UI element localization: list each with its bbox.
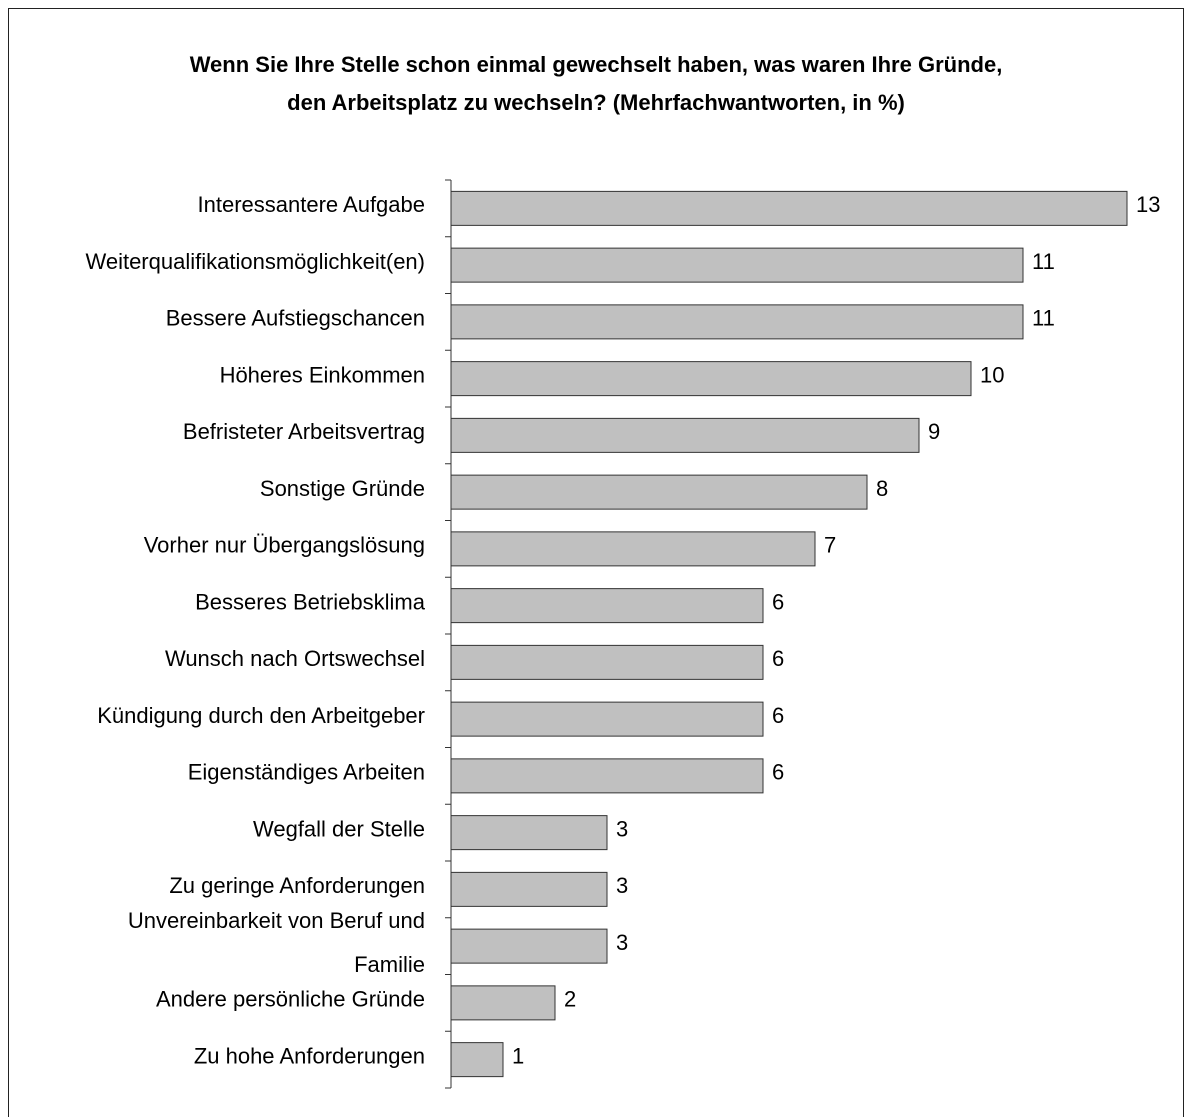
category-label: Unvereinbarkeit von Beruf und (128, 908, 425, 933)
category-label: Zu hohe Anforderungen (194, 1043, 425, 1068)
data-label: 6 (772, 589, 784, 614)
bar (450, 815, 608, 851)
bar (450, 361, 972, 397)
data-label: 11 (1032, 249, 1055, 274)
bar (450, 588, 764, 624)
category-label: Wegfall der Stelle (253, 816, 425, 841)
data-label: 3 (616, 930, 628, 955)
data-label: 9 (928, 419, 940, 444)
data-label: 3 (616, 873, 628, 898)
data-label: 6 (772, 703, 784, 728)
category-label: Kündigung durch den Arbeitgeber (97, 703, 425, 728)
category-label: Familie (354, 952, 425, 977)
bar (450, 644, 764, 680)
data-label: 13 (1136, 192, 1160, 217)
category-label: Höheres Einkommen (220, 362, 425, 387)
chart-title: Wenn Sie Ihre Stelle schon einmal gewech… (0, 46, 1192, 122)
bar (450, 985, 556, 1021)
data-label: 6 (772, 760, 784, 785)
category-label: Sonstige Gründe (260, 476, 425, 501)
category-label: Bessere Aufstiegschancen (166, 306, 425, 331)
bar (450, 928, 608, 964)
bar (450, 1042, 504, 1078)
bar (450, 871, 608, 907)
bar (450, 758, 764, 794)
category-label: Weiterqualifikationsmöglichkeit(en) (85, 249, 425, 274)
category-label: Andere persönliche Gründe (156, 987, 425, 1012)
bar (450, 247, 1024, 283)
bar (450, 531, 816, 567)
data-label: 1 (512, 1043, 524, 1068)
bar (450, 417, 920, 453)
bar (450, 474, 868, 510)
bar (450, 304, 1024, 340)
data-label: 2 (564, 987, 576, 1012)
data-label: 10 (980, 362, 1004, 387)
bar (450, 701, 764, 737)
data-label: 6 (772, 646, 784, 671)
category-label: Befristeter Arbeitsvertrag (183, 419, 425, 444)
category-label: Eigenständiges Arbeiten (188, 760, 425, 785)
category-label: Wunsch nach Ortswechsel (165, 646, 425, 671)
bar (450, 190, 1128, 226)
chart-title-line-1: Wenn Sie Ihre Stelle schon einmal gewech… (189, 52, 1003, 77)
data-label: 11 (1032, 306, 1055, 331)
category-label: Besseres Betriebsklima (195, 589, 426, 614)
chart-title-line-2: den Arbeitsplatz zu wechseln? (Mehrfachw… (287, 90, 905, 115)
data-label: 3 (616, 816, 628, 841)
category-label: Interessantere Aufgabe (198, 192, 426, 217)
data-label: 7 (824, 533, 836, 558)
category-label: Zu geringe Anforderungen (169, 873, 425, 898)
data-label: 8 (876, 476, 888, 501)
category-label: Vorher nur Übergangslösung (144, 533, 425, 558)
